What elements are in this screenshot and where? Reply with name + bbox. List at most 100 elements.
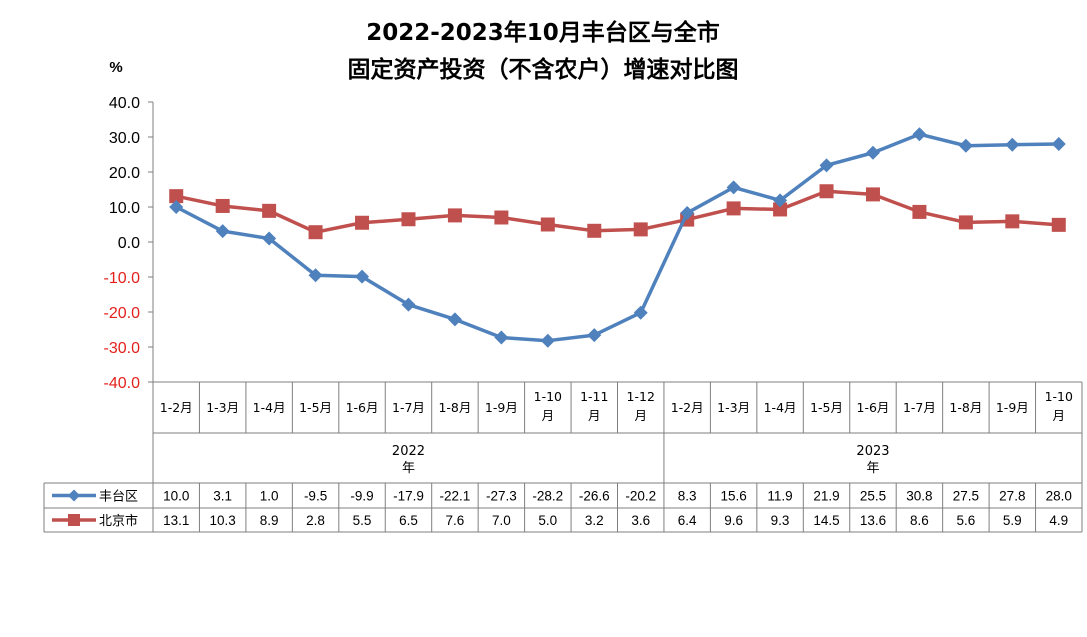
axes-layer: 40.0 30.0 20.0 10.0 0.0 -10.0 -20.0 -30.0 -40.0 bbox=[104, 95, 154, 433]
data-table-value: 27.5 bbox=[953, 489, 979, 504]
data-point-diamond bbox=[865, 145, 880, 160]
data-table-value: 4.9 bbox=[1049, 513, 1068, 528]
data-point-square bbox=[447, 208, 462, 223]
chart-title-line2: 固定资产投资（不含农户）增速对比图 bbox=[348, 56, 739, 83]
x-category-label: 1-6月 bbox=[346, 400, 379, 415]
y-tick-label: 10.0 bbox=[109, 200, 140, 217]
x-category-label: 1-2月 bbox=[160, 400, 193, 415]
data-point-square bbox=[958, 215, 973, 230]
data-table-value: 6.5 bbox=[399, 513, 418, 528]
x-category-label: 月 bbox=[588, 408, 601, 423]
data-table-value: -20.2 bbox=[625, 489, 656, 504]
data-table-value: 6.4 bbox=[678, 513, 697, 528]
data-point-diamond bbox=[308, 268, 323, 283]
data-point-diamond bbox=[215, 224, 230, 239]
data-table-value: 9.6 bbox=[724, 513, 743, 528]
x-category-label: 月 bbox=[542, 408, 555, 423]
data-point-diamond bbox=[819, 158, 834, 173]
data-point-diamond bbox=[958, 138, 973, 153]
data-table-value: -9.9 bbox=[350, 489, 373, 504]
data-table-value: 14.5 bbox=[813, 513, 839, 528]
data-table-value: 27.8 bbox=[999, 489, 1025, 504]
data-point-diamond bbox=[587, 328, 602, 343]
x-category-label: 1-9月 bbox=[996, 400, 1029, 415]
data-point-square bbox=[912, 204, 927, 219]
data-point-diamond bbox=[169, 200, 184, 214]
data-table-value: -22.1 bbox=[440, 489, 471, 504]
data-point-diamond bbox=[447, 312, 462, 327]
x-category-label: 1-3月 bbox=[717, 400, 750, 415]
data-table-value: 15.6 bbox=[720, 489, 746, 504]
data-point-square bbox=[355, 215, 370, 230]
x-category-label: 1-7月 bbox=[903, 400, 936, 415]
data-point-diamond bbox=[773, 193, 788, 208]
year-group-label: 年 bbox=[402, 461, 415, 476]
data-table-value: 5.9 bbox=[1003, 513, 1022, 528]
year-group-label: 2022 bbox=[392, 444, 425, 459]
y-tick-label: -30.0 bbox=[104, 340, 141, 357]
x-category-label: 1-3月 bbox=[206, 400, 239, 415]
data-table-value: 1.0 bbox=[260, 489, 279, 504]
data-table-value: 8.6 bbox=[910, 513, 929, 528]
data-point-square bbox=[1051, 217, 1066, 232]
data-table-value: -17.9 bbox=[393, 489, 424, 504]
data-point-square bbox=[540, 217, 555, 232]
x-category-label: 1-6月 bbox=[857, 400, 890, 415]
data-table-value: 28.0 bbox=[1046, 489, 1072, 504]
data-table-value: 5.0 bbox=[538, 513, 557, 528]
y-tick-label: 40.0 bbox=[109, 95, 140, 112]
data-point-square bbox=[494, 210, 509, 225]
data-point-square bbox=[633, 222, 648, 237]
data-point-square bbox=[587, 223, 602, 238]
x-category-label: 1-8月 bbox=[438, 400, 471, 415]
data-table-value: 21.9 bbox=[813, 489, 839, 504]
data-point-diamond bbox=[912, 127, 927, 142]
data-table-value: 10.3 bbox=[210, 513, 236, 528]
legend-label: 丰台区 bbox=[99, 490, 138, 505]
data-table-value: 5.6 bbox=[956, 513, 975, 528]
data-table-value: 7.0 bbox=[492, 513, 511, 528]
series-layer bbox=[169, 127, 1066, 348]
x-category-label: 1-4月 bbox=[764, 400, 797, 415]
data-point-diamond bbox=[401, 297, 416, 312]
data-point-square bbox=[401, 212, 416, 227]
x-category-label: 1-10 bbox=[534, 389, 562, 404]
x-category-label: 1-5月 bbox=[810, 400, 843, 415]
data-point-square bbox=[169, 189, 184, 204]
x-category-label: 1-10 bbox=[1045, 389, 1073, 404]
data-point-diamond bbox=[1005, 137, 1020, 152]
chart-title-line1: 2022-2023年10月丰台区与全市 bbox=[366, 19, 720, 46]
x-category-label: 1-5月 bbox=[299, 400, 332, 415]
data-table-value: 3.2 bbox=[585, 513, 604, 528]
x-category-label: 月 bbox=[634, 408, 647, 423]
x-category-label: 1-8月 bbox=[949, 400, 982, 415]
data-table-value: -9.5 bbox=[304, 489, 327, 504]
data-point-diamond bbox=[262, 231, 277, 246]
x-category-label: 1-7月 bbox=[392, 400, 425, 415]
data-point-diamond bbox=[726, 180, 741, 195]
data-point-diamond bbox=[355, 269, 370, 284]
data-table-value: -28.2 bbox=[532, 489, 563, 504]
data-table-value: 9.3 bbox=[771, 513, 790, 528]
data-point-diamond bbox=[68, 489, 80, 502]
data-point-diamond bbox=[633, 305, 648, 320]
data-table-value: 8.9 bbox=[260, 513, 279, 528]
series-line bbox=[175, 132, 1059, 343]
data-table-value: 30.8 bbox=[906, 489, 932, 504]
y-tick-label: 20.0 bbox=[109, 165, 140, 182]
data-table-value: 11.9 bbox=[767, 489, 792, 504]
x-category-label: 1-12 bbox=[627, 389, 655, 404]
data-table-value: 25.5 bbox=[860, 489, 886, 504]
series-line bbox=[175, 189, 1059, 234]
y-tick-label: 30.0 bbox=[109, 130, 140, 147]
y-axis-unit: % bbox=[109, 59, 122, 76]
y-tick-label: -40.0 bbox=[104, 375, 141, 392]
x-category-label: 1-9月 bbox=[485, 400, 518, 415]
data-table-value: 8.3 bbox=[678, 489, 697, 504]
data-point-square bbox=[819, 184, 834, 199]
y-tick-label: -20.0 bbox=[104, 305, 141, 322]
data-table-value: -27.3 bbox=[486, 489, 517, 504]
data-table-value: 7.6 bbox=[446, 513, 465, 528]
data-point-square bbox=[1005, 214, 1020, 229]
